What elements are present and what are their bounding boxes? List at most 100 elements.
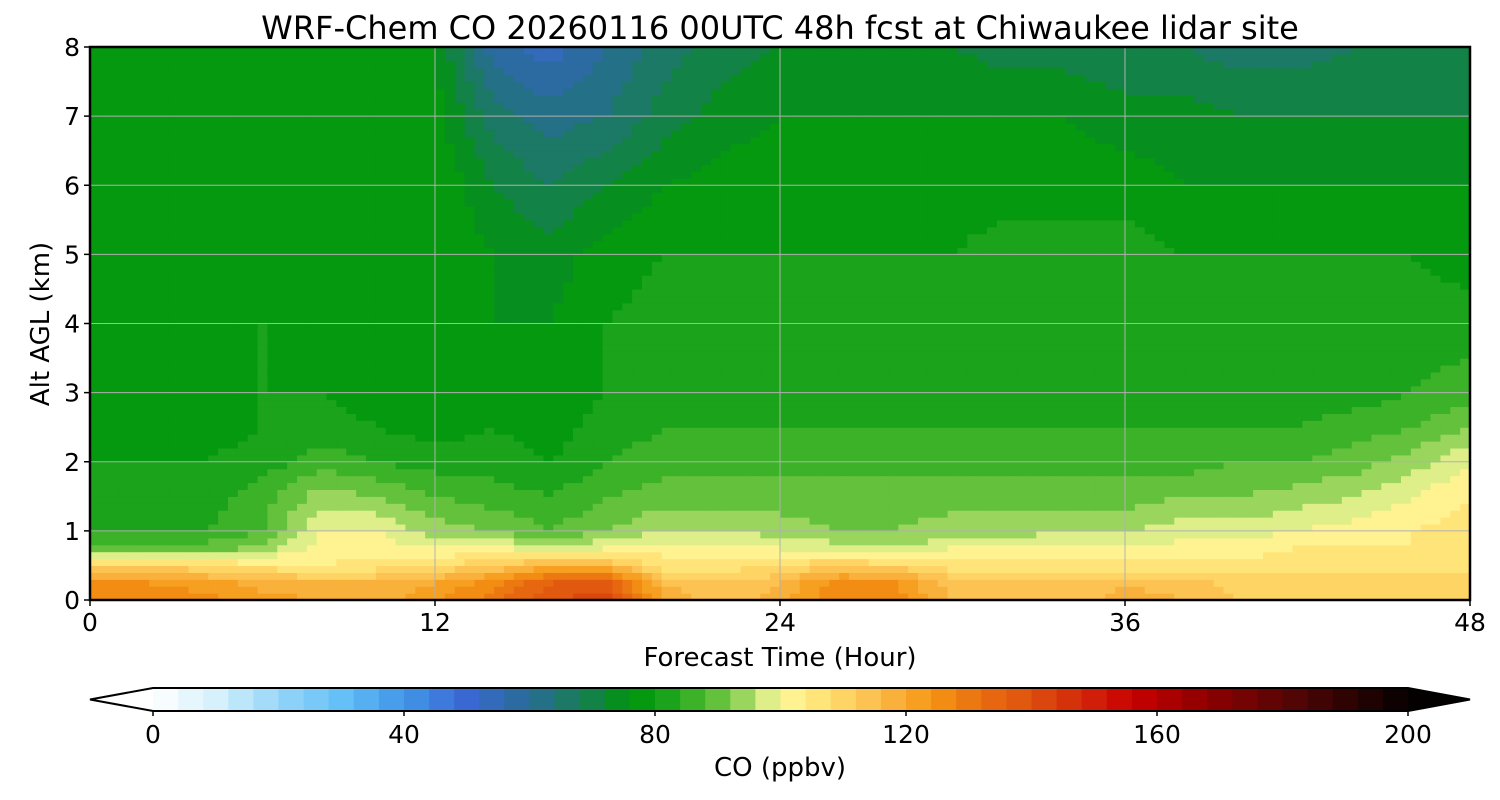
field-cell — [99, 537, 111, 546]
field-cell — [947, 579, 959, 587]
field-cell — [316, 447, 328, 456]
field-cell — [1223, 413, 1235, 421]
field-cell — [247, 593, 259, 600]
field-cell — [405, 461, 416, 470]
field-cell — [1302, 427, 1313, 435]
field-cell — [346, 510, 357, 518]
field-cell — [740, 454, 752, 463]
field-cell — [1056, 427, 1067, 435]
field-cell — [1085, 385, 1097, 394]
field-cell — [789, 523, 801, 532]
field-cell — [267, 364, 278, 373]
field-cell — [750, 565, 761, 573]
field-cell — [1272, 364, 1284, 373]
field-cell — [760, 551, 771, 560]
field-cell — [750, 434, 761, 442]
field-cell — [218, 371, 229, 380]
field-cell — [947, 565, 959, 573]
field-cell — [188, 475, 200, 484]
field-cell — [789, 351, 801, 359]
field-cell — [553, 517, 564, 525]
field-cell — [918, 351, 929, 359]
field-cell — [937, 399, 949, 408]
field-cell — [582, 468, 594, 477]
field-cell — [1223, 427, 1235, 435]
field-cell — [385, 378, 397, 387]
field-cell — [159, 551, 170, 560]
field-cell — [711, 371, 722, 380]
field-cell — [1302, 475, 1313, 484]
field-cell — [701, 434, 712, 442]
field-cell — [287, 593, 298, 600]
field-cell — [1292, 392, 1304, 401]
field-cell — [316, 364, 328, 373]
field-cell — [366, 593, 377, 600]
field-cell — [425, 475, 436, 484]
field-cell — [306, 558, 318, 567]
field-cell — [316, 475, 328, 484]
field-cell — [1075, 482, 1087, 490]
field-cell — [356, 468, 367, 477]
field-cell — [90, 593, 101, 600]
field-cell — [937, 586, 949, 594]
field-cell — [1292, 537, 1304, 546]
field-cell — [1105, 420, 1116, 428]
field-cell — [1440, 413, 1451, 421]
field-cell — [711, 593, 722, 600]
field-cell — [1144, 496, 1156, 504]
field-cell — [720, 489, 732, 497]
field-cell — [1371, 475, 1382, 484]
field-cell — [435, 565, 446, 573]
field-cell — [849, 447, 860, 456]
field-cell — [582, 510, 594, 518]
field-cell — [405, 558, 416, 567]
field-cell — [119, 551, 131, 560]
field-cell — [1381, 489, 1392, 497]
field-cell — [326, 558, 338, 567]
field-cell — [119, 434, 131, 442]
field-cell — [247, 537, 259, 546]
field-cell — [228, 461, 239, 470]
field-cell — [454, 358, 466, 366]
field-cell — [671, 496, 683, 504]
field-cell — [592, 434, 604, 442]
field-cell — [1046, 385, 1057, 394]
field-cell — [760, 593, 771, 600]
field-cell — [720, 579, 732, 587]
field-cell — [494, 593, 505, 600]
field-cell — [1460, 537, 1470, 546]
field-cell — [573, 530, 584, 539]
field-cell — [1371, 358, 1382, 366]
field-cell — [1401, 475, 1412, 484]
field-cell — [1391, 371, 1402, 380]
field-cell — [346, 413, 357, 421]
field-cell — [711, 399, 722, 408]
field-cell — [149, 586, 160, 594]
field-cell — [198, 475, 209, 484]
field-cell — [198, 461, 209, 470]
field-cell — [780, 434, 791, 442]
field-cell — [366, 364, 377, 373]
field-cell — [829, 454, 840, 463]
field-cell — [484, 551, 495, 560]
field-cell — [868, 371, 880, 380]
field-cell — [1253, 406, 1264, 414]
field-cell — [691, 420, 702, 428]
field-cell — [573, 523, 584, 532]
field-cell — [849, 558, 860, 567]
field-cell — [1282, 496, 1294, 504]
field-cell — [1125, 441, 1136, 449]
field-cell — [228, 496, 239, 504]
field-cell — [661, 351, 673, 359]
field-cell — [1440, 378, 1451, 387]
field-cell — [651, 420, 663, 428]
field-cell — [1213, 572, 1225, 580]
field-cell — [1401, 358, 1412, 366]
field-cell — [385, 406, 397, 414]
field-cell — [168, 579, 180, 587]
field-cell — [987, 385, 998, 394]
field-cell — [661, 364, 673, 373]
field-cell — [454, 434, 466, 442]
field-cell — [523, 565, 535, 573]
field-cell — [1450, 551, 1461, 560]
